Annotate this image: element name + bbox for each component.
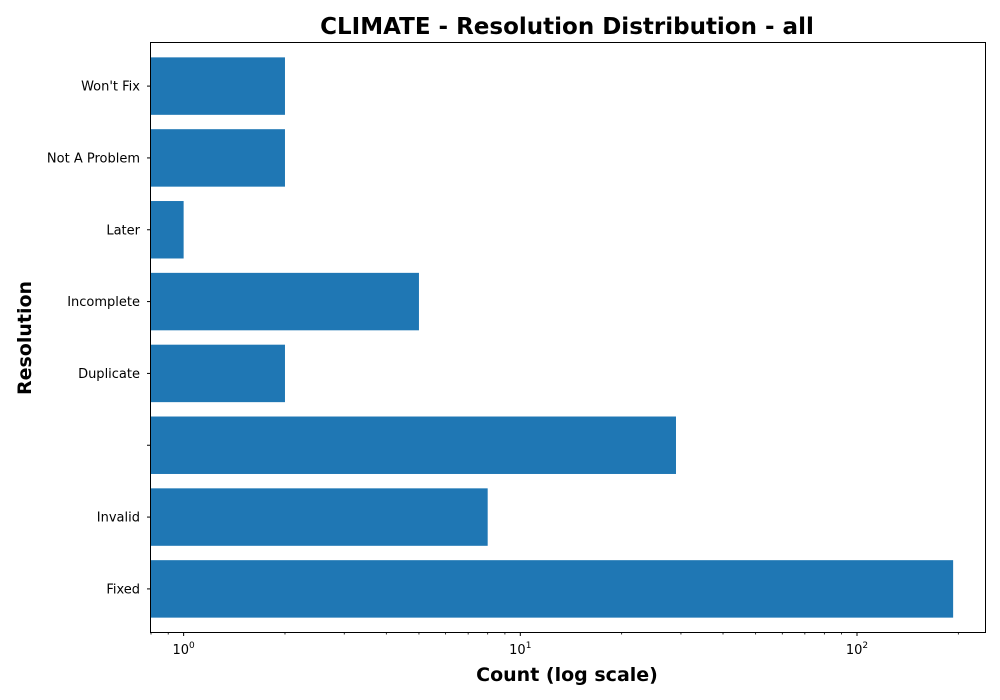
plot-frame [150,42,986,633]
y-tick-label: Fixed [106,582,140,597]
bar [151,129,285,187]
bar [151,344,285,403]
bars-group [151,57,954,618]
y-tick-label: Duplicate [78,367,140,382]
y-tick-label: Won't Fix [81,80,140,95]
x-tick-label: 101 [509,641,531,658]
x-ticks-group: 100 101 102 [150,632,959,658]
y-tick-label: Incomplete [67,295,140,310]
x-tick-label: 102 [846,641,868,658]
y-ticks-group: Fixed Invalid Duplicate Incomplete Later Not … [47,80,151,597]
bar [151,416,676,474]
bar [151,57,285,115]
x-axis-label: Count (log scale) [476,664,658,686]
bar [151,560,954,618]
y-axis-label: Resolution [14,281,36,395]
y-tick-label: Later [106,223,140,238]
x-tick-label: 100 [172,641,195,658]
y-tick-label: Not A Problem [47,151,140,166]
chart-title: CLIMATE - Resolution Distribution - all [320,14,814,40]
bar [151,272,419,331]
y-tick-label: Invalid [97,511,140,526]
bar [151,488,488,546]
bar [151,201,184,259]
